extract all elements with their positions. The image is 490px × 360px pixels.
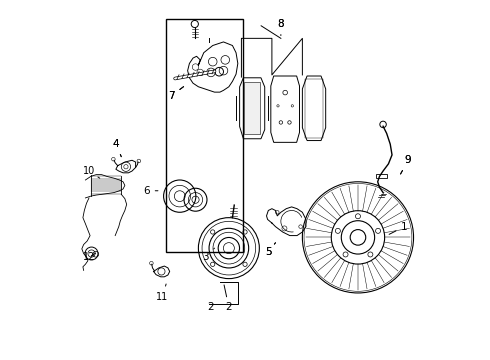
- Text: 7: 7: [168, 87, 184, 101]
- Text: 11: 11: [156, 284, 169, 302]
- Text: 2: 2: [208, 302, 214, 312]
- Text: 1: 1: [389, 222, 408, 234]
- Text: 12: 12: [83, 252, 96, 262]
- Text: 5: 5: [265, 243, 275, 257]
- Text: 8: 8: [277, 19, 284, 29]
- Text: 4: 4: [113, 139, 122, 157]
- Text: 6: 6: [143, 186, 158, 196]
- Text: 7: 7: [168, 87, 184, 101]
- Text: 8: 8: [277, 19, 284, 36]
- Text: 9: 9: [400, 155, 412, 174]
- Text: 10: 10: [83, 166, 100, 178]
- Text: 4: 4: [113, 139, 122, 157]
- Bar: [305, 79, 323, 138]
- Bar: [166, 19, 243, 252]
- Text: 3: 3: [202, 248, 215, 262]
- Text: 9: 9: [400, 155, 412, 174]
- Text: 2: 2: [224, 285, 232, 312]
- Text: 5: 5: [265, 243, 275, 257]
- Bar: [376, 174, 387, 178]
- Bar: [244, 82, 260, 134]
